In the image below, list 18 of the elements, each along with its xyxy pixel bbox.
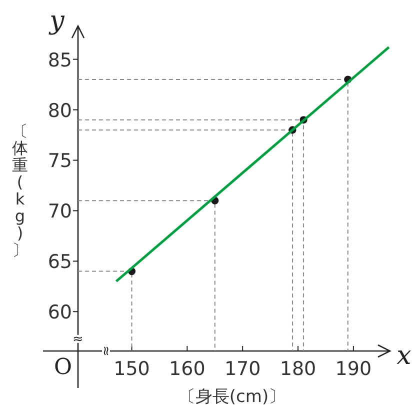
annotation: ≈ <box>72 332 84 347</box>
x-tick-label: 160 <box>169 358 206 380</box>
text: y <box>48 6 65 36</box>
y-tick-label: 80 <box>48 100 72 122</box>
x-tick-label: 150 <box>114 358 150 380</box>
y-tick-label: 85 <box>48 49 72 72</box>
x-axis-title: 〔身長(cm)〕 <box>178 387 286 405</box>
text: O <box>54 355 72 380</box>
y-tick-label: 75 <box>48 150 72 172</box>
y-axis-title: 〔体重(kg)〕 <box>12 122 28 260</box>
y-tick-label: 70 <box>48 200 72 223</box>
text: x <box>396 341 412 371</box>
annotation: ≈ <box>98 346 113 356</box>
x-tick-label: 190 <box>335 358 372 380</box>
y-tick-label: 65 <box>48 251 72 274</box>
x-tick-label: 180 <box>280 358 316 380</box>
y-tick-label: 60 <box>48 302 72 324</box>
x-tick-label: 170 <box>224 358 261 380</box>
